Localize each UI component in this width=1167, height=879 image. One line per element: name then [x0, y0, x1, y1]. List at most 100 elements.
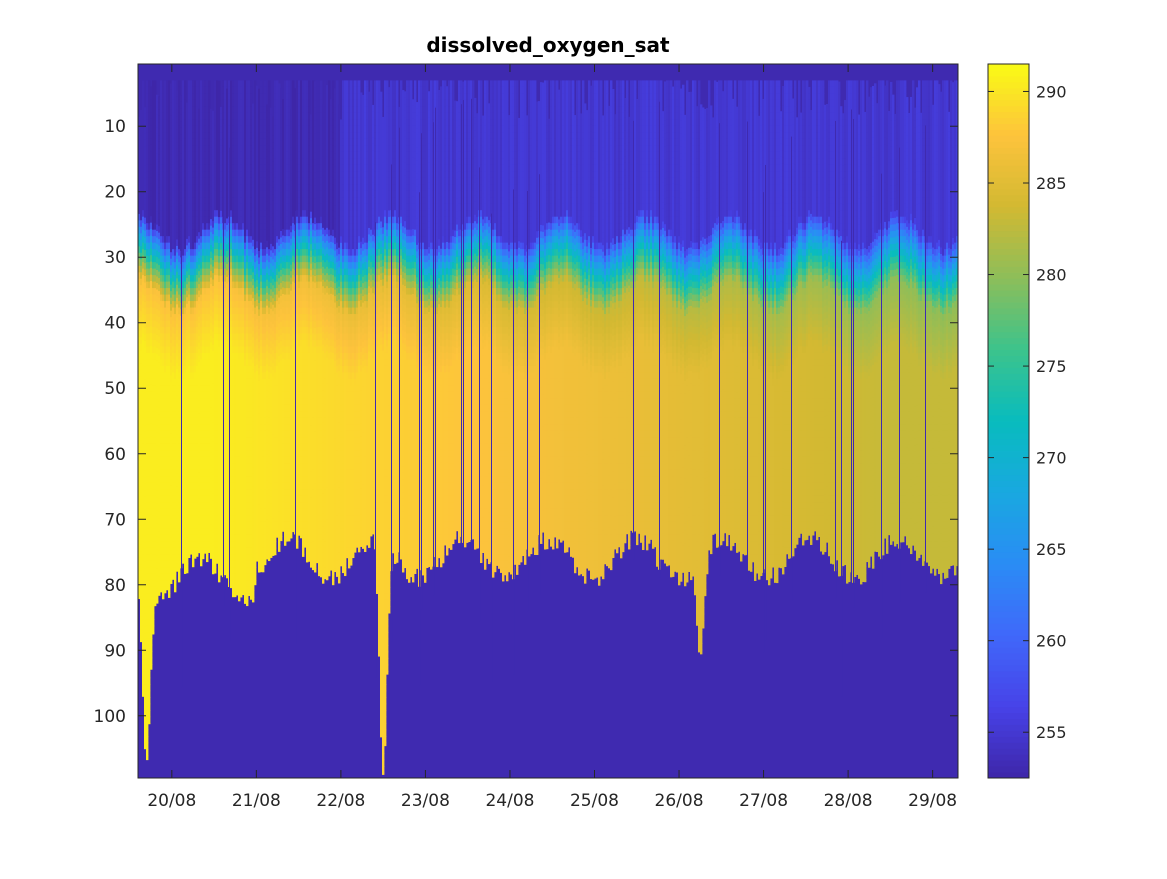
heatmap-cell [172, 385, 175, 393]
heatmap-cell [138, 272, 141, 280]
heatmap-cell [154, 197, 157, 205]
heatmap-cell [142, 424, 145, 432]
heatmap-cell [150, 313, 153, 321]
heatmap-cell [164, 443, 167, 452]
heatmap-cell [158, 492, 161, 500]
heatmap-cell [140, 512, 143, 520]
heatmap-cell [166, 242, 169, 250]
heatmap-cell [166, 125, 169, 134]
heatmap-cell [160, 411, 163, 419]
heatmap-cell [174, 411, 177, 419]
heatmap-cell [170, 446, 173, 455]
heatmap-cell [156, 153, 159, 161]
heatmap-cell [180, 108, 183, 116]
heatmap-cell [160, 151, 163, 159]
heatmap-cell [166, 262, 169, 270]
heatmap-cell [172, 346, 175, 354]
heatmap-cell [142, 288, 145, 296]
heatmap-cell [176, 538, 179, 546]
heatmap-cell [166, 424, 169, 432]
heatmap-cell [152, 132, 155, 140]
heatmap-cell [162, 554, 165, 562]
heatmap-cell [174, 352, 177, 361]
heatmap-cell [158, 187, 161, 195]
heatmap-cell [182, 138, 185, 147]
heatmap-cell [164, 515, 167, 523]
heatmap-cell [144, 522, 147, 530]
heatmap-cell [148, 489, 151, 497]
heatmap-cell [146, 508, 149, 516]
heatmap-cell [176, 219, 179, 228]
heatmap-cell [174, 320, 177, 328]
heatmap-cell [152, 203, 155, 211]
heatmap-cell [138, 499, 141, 507]
heatmap-cell [152, 320, 155, 328]
heatmap-cell [150, 469, 153, 477]
heatmap-cell [182, 223, 185, 231]
heatmap-cell [174, 463, 177, 471]
heatmap-cell [162, 482, 165, 491]
heatmap-cell [178, 476, 181, 484]
heatmap-cell [172, 132, 175, 140]
heatmap-cell [156, 516, 159, 524]
heatmap-cell [150, 307, 153, 315]
heatmap-cell [202, 554, 205, 560]
heatmap-cell [178, 567, 181, 575]
heatmap-cell [146, 255, 149, 263]
heatmap-cell [178, 216, 181, 224]
heatmap-cell [140, 350, 143, 358]
heatmap-cell [172, 391, 175, 400]
heatmap-cell [164, 437, 167, 445]
heatmap-cell [146, 197, 149, 205]
heatmap-cell [138, 519, 141, 527]
heatmap-cell [168, 314, 171, 322]
heatmap-cell [144, 399, 147, 407]
heatmap-cell [168, 463, 171, 471]
heatmap-cell [148, 671, 151, 679]
heatmap-cell [138, 252, 141, 261]
heatmap-cell [170, 401, 173, 409]
heatmap-cell [146, 346, 149, 354]
heatmap-cell [158, 466, 161, 474]
heatmap-cell [172, 93, 175, 101]
heatmap-cell [176, 174, 179, 182]
heatmap-cell [180, 147, 183, 155]
heatmap-cell [140, 460, 143, 468]
heatmap-cell [150, 631, 153, 639]
heatmap-cell [146, 632, 149, 640]
heatmap-cell [164, 489, 167, 497]
heatmap-cell [168, 268, 171, 276]
heatmap-cell [144, 308, 147, 316]
heatmap-cell [148, 476, 151, 484]
heatmap-cell [168, 190, 171, 198]
heatmap-cell [140, 207, 143, 215]
heatmap-cell [140, 402, 143, 410]
heatmap-cell [178, 288, 181, 296]
heatmap-cell [146, 735, 149, 744]
heatmap-cell [152, 573, 155, 581]
heatmap-cell [162, 197, 165, 205]
heatmap-cell [158, 407, 161, 416]
heatmap-cell [162, 385, 165, 393]
heatmap-cell [182, 385, 185, 393]
heatmap-cell [146, 268, 149, 276]
heatmap-cell [138, 330, 141, 338]
heatmap-cell [148, 658, 151, 666]
heatmap-cell [138, 136, 141, 144]
heatmap-cell [138, 246, 141, 254]
heatmap-cell [170, 200, 173, 208]
heatmap-cell [176, 434, 179, 442]
heatmap-cell [152, 171, 155, 179]
heatmap-cell [148, 703, 151, 711]
heatmap-cell [140, 148, 143, 157]
heatmap-cell [168, 508, 171, 516]
heatmap-cell [170, 330, 173, 338]
heatmap-cell [218, 100, 221, 108]
heatmap-column [170, 83, 173, 584]
heatmap-cell [152, 391, 155, 400]
heatmap-cell [142, 482, 145, 491]
heatmap-cell [142, 489, 145, 497]
heatmap-cell [164, 365, 167, 374]
heatmap-cell [166, 489, 169, 497]
heatmap-cell [166, 80, 169, 88]
